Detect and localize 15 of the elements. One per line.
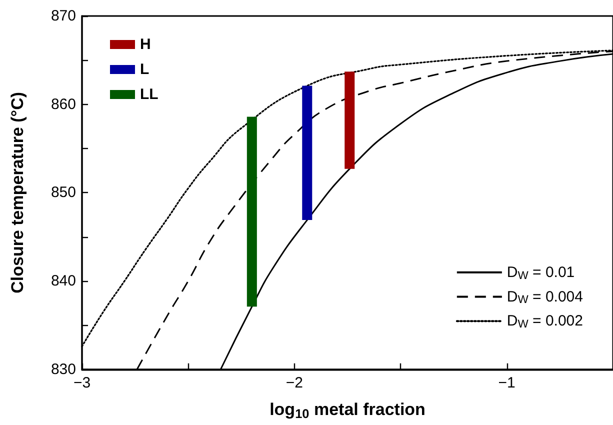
legend-label: LL <box>140 86 158 103</box>
y-tick-label: 870 <box>50 8 76 24</box>
y-tick-label: 860 <box>50 96 76 113</box>
y-tick-label: 840 <box>50 272 76 290</box>
y-tick-label: 830 <box>50 360 76 378</box>
x-tick-label: −2 <box>286 374 303 392</box>
legend-label: L <box>140 61 150 78</box>
x-tick-label: −3 <box>73 374 91 392</box>
bar <box>246 116 257 307</box>
y-tick-label: 850 <box>50 184 76 202</box>
bar <box>302 86 312 220</box>
legend-label: H <box>140 36 151 53</box>
y-axis-title: Closure temperature (°C) <box>8 92 27 294</box>
bar <box>344 72 355 169</box>
x-tick-label: −1 <box>498 374 516 392</box>
